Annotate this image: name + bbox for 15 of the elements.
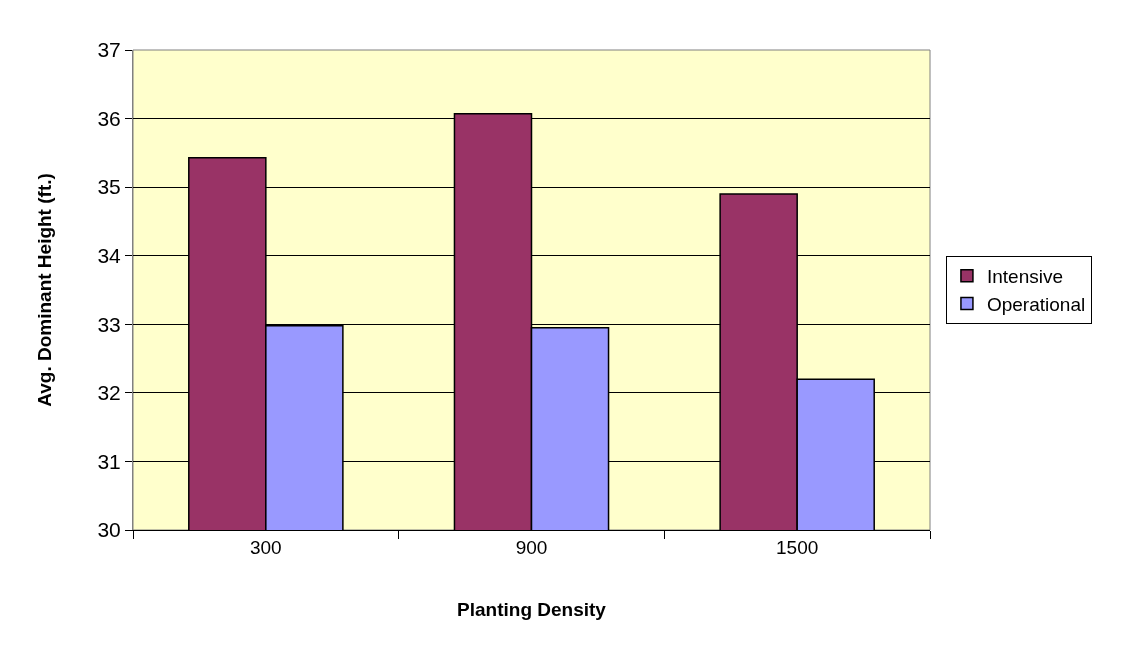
x-tick-label: 900 bbox=[515, 536, 548, 558]
y-tick-label: 35 bbox=[97, 175, 121, 199]
y-tick-label: 37 bbox=[97, 38, 121, 62]
y-tick-label: 33 bbox=[97, 312, 121, 336]
x-tick-label: 1500 bbox=[776, 536, 819, 558]
y-tick-label: 32 bbox=[97, 381, 121, 405]
y-tick-label: 36 bbox=[97, 106, 121, 130]
y-axis-title: Avg. Dominant Height (ft.) bbox=[34, 173, 56, 407]
x-axis-title: Planting Density bbox=[457, 598, 607, 620]
x-tick-label: 300 bbox=[249, 536, 282, 558]
y-tick-label: 31 bbox=[97, 449, 121, 473]
y-tick-label: 30 bbox=[97, 518, 121, 542]
y-tick-label: 34 bbox=[97, 244, 122, 268]
legend-label: Operational bbox=[986, 293, 1086, 315]
legend-label: Intensive bbox=[986, 266, 1063, 288]
